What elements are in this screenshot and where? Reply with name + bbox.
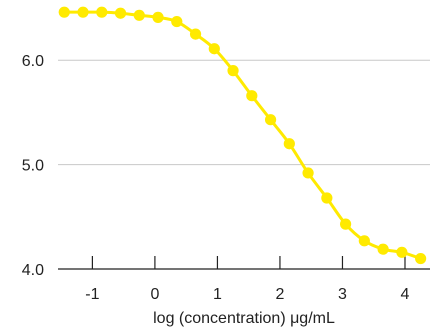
data-point: [358, 235, 370, 247]
data-point: [58, 6, 70, 18]
data-point: [264, 114, 277, 126]
data-point: [189, 28, 202, 40]
gridlines: [58, 59, 430, 166]
x-axis-title: log (concentration) μg/mL: [153, 310, 335, 327]
data-point: [283, 138, 295, 150]
data-point: [171, 15, 183, 28]
series-layer: [58, 6, 427, 265]
data-point: [96, 6, 108, 18]
data-point: [208, 43, 220, 55]
y-tick-label: 4.0: [22, 262, 44, 279]
x-axis-tick-labels: -1 0 1 2 3 4: [85, 286, 409, 303]
data-point: [302, 167, 314, 179]
series-line: [62, 10, 423, 261]
data-point: [339, 218, 352, 230]
data-point: [415, 252, 427, 265]
x-tick-label: 3: [338, 286, 347, 303]
y-axis-tick-labels: 4.0 5.0 6.0: [22, 53, 44, 279]
data-point: [152, 11, 164, 23]
data-point: [246, 90, 258, 102]
x-tick-label: 4: [401, 286, 410, 303]
x-axis: [58, 256, 430, 270]
x-tick-label: 1: [213, 286, 222, 303]
data-point: [77, 6, 89, 18]
data-point: [133, 9, 145, 21]
x-tick-label: -1: [85, 286, 99, 303]
data-point: [396, 246, 408, 258]
data-point: [377, 243, 389, 255]
x-tick-label: 2: [275, 286, 284, 303]
data-point: [114, 7, 127, 19]
data-point: [227, 65, 239, 77]
data-point: [321, 192, 333, 204]
x-tick-label: 0: [150, 286, 159, 303]
y-tick-label: 6.0: [22, 53, 44, 70]
y-tick-label: 5.0: [22, 158, 44, 175]
